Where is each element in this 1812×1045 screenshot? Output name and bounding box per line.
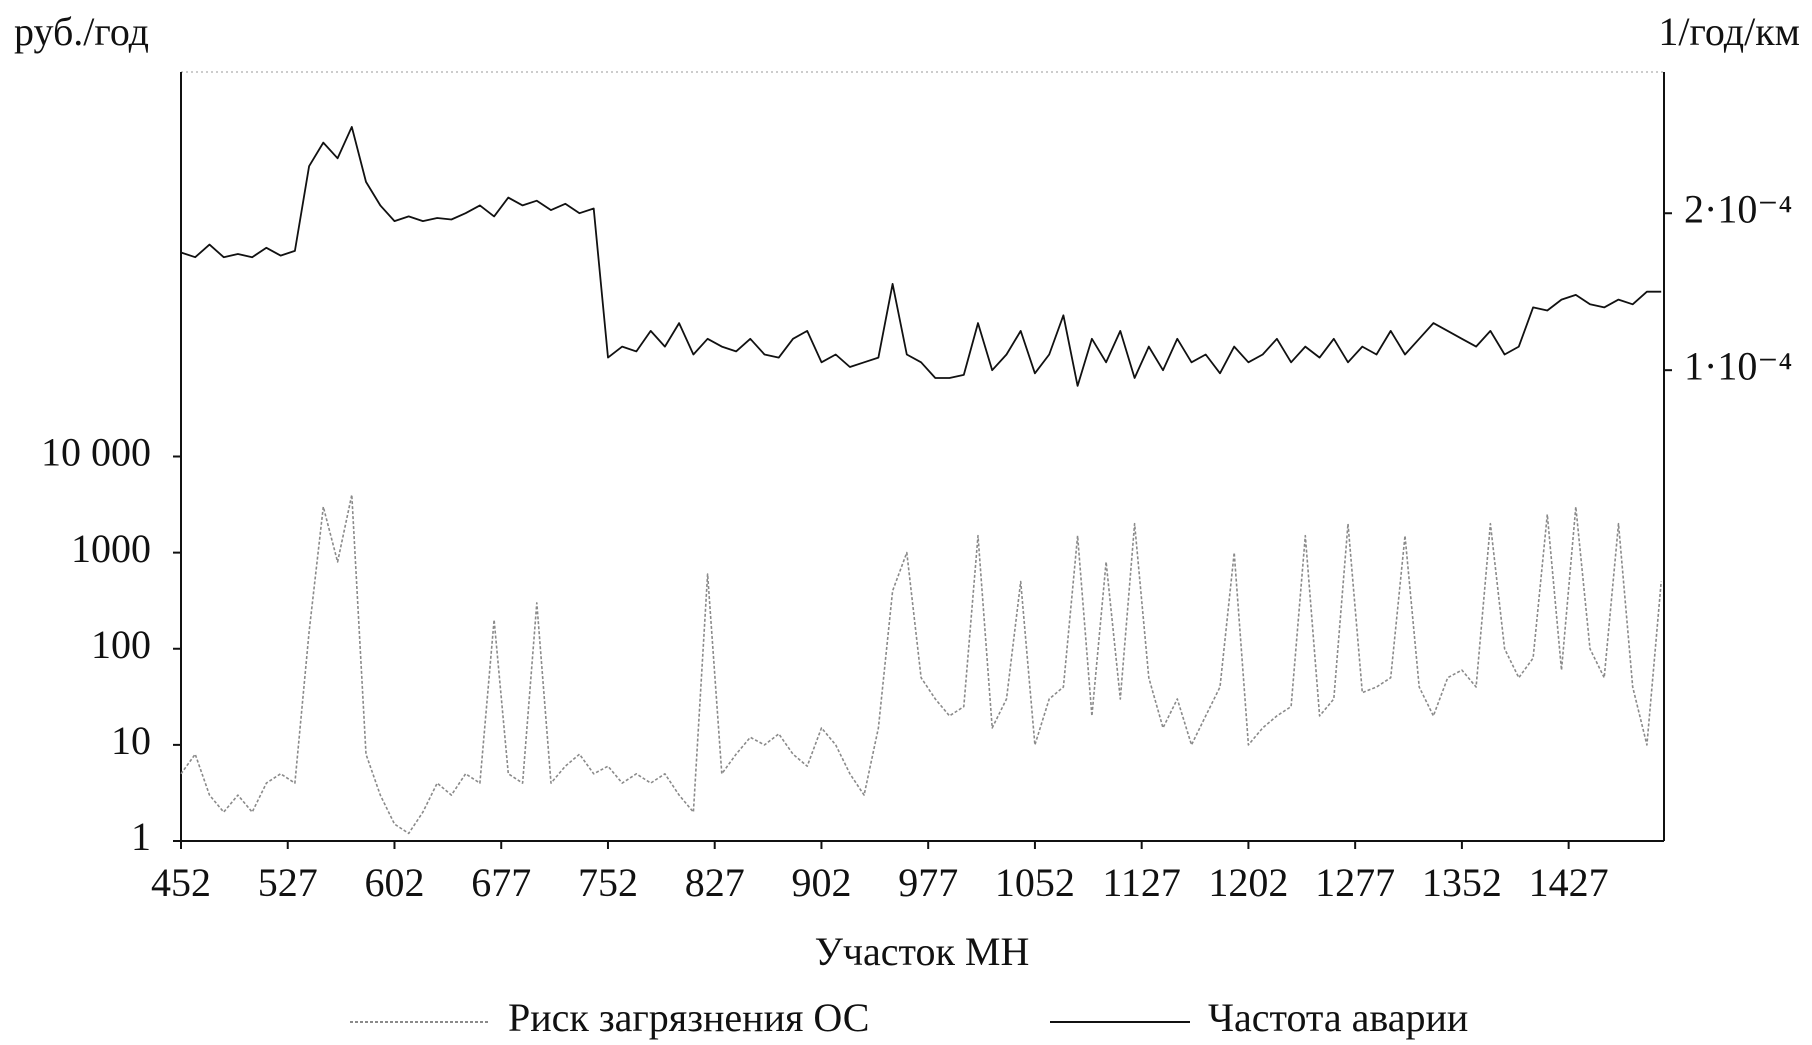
x-tick-label: 1127 [1102,860,1181,905]
y-tick-label: 10 [111,718,151,763]
x-tick-label: 602 [364,860,424,905]
x-tick-label: 1277 [1315,860,1395,905]
legend-label: Риск загрязнения ОС [508,995,869,1040]
x-tick-label: 677 [471,860,531,905]
x-tick-label: 1427 [1529,860,1609,905]
x-tick-label: 452 [151,860,211,905]
y-tick-label: 1 [131,814,151,859]
series-line [180,494,1662,835]
series-line [180,126,1662,387]
x-tick-label: 1202 [1208,860,1288,905]
x-tick-label: 902 [791,860,851,905]
x-tick-label: 527 [258,860,318,905]
x-tick-label: 752 [578,860,638,905]
y-tick-label: 10 000 [41,430,151,475]
x-tick-label: 977 [898,860,958,905]
y-axis-label: руб./год [14,9,149,54]
y2-tick-label: 2·10⁻⁴ [1684,186,1792,231]
y-tick-label: 100 [91,622,151,667]
legend-label: Частота аварии [1208,995,1468,1040]
y2-axis-label: 1/год/км [1658,9,1800,54]
x-tick-label: 1052 [995,860,1075,905]
y-tick-label: 1000 [71,526,151,571]
x-tick-label: 1352 [1422,860,1502,905]
y2-tick-label: 1·10⁻⁴ [1684,343,1792,388]
x-tick-label: 827 [685,860,745,905]
x-axis-label: Участок МН [815,929,1030,974]
